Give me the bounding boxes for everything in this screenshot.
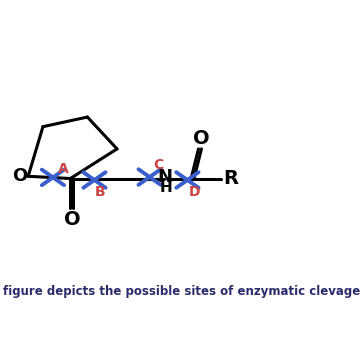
Text: D: D [189,185,201,199]
Text: figure depicts the possible sites of enzymatic clevage s: figure depicts the possible sites of enz… [3,285,360,298]
Text: B: B [95,185,106,199]
Text: C: C [153,158,164,172]
Text: O: O [12,167,27,185]
Text: O: O [63,211,80,229]
Text: N: N [157,168,172,186]
Text: O: O [193,129,210,148]
Text: A: A [58,162,69,176]
Text: R: R [224,169,239,188]
Text: H: H [159,180,172,195]
